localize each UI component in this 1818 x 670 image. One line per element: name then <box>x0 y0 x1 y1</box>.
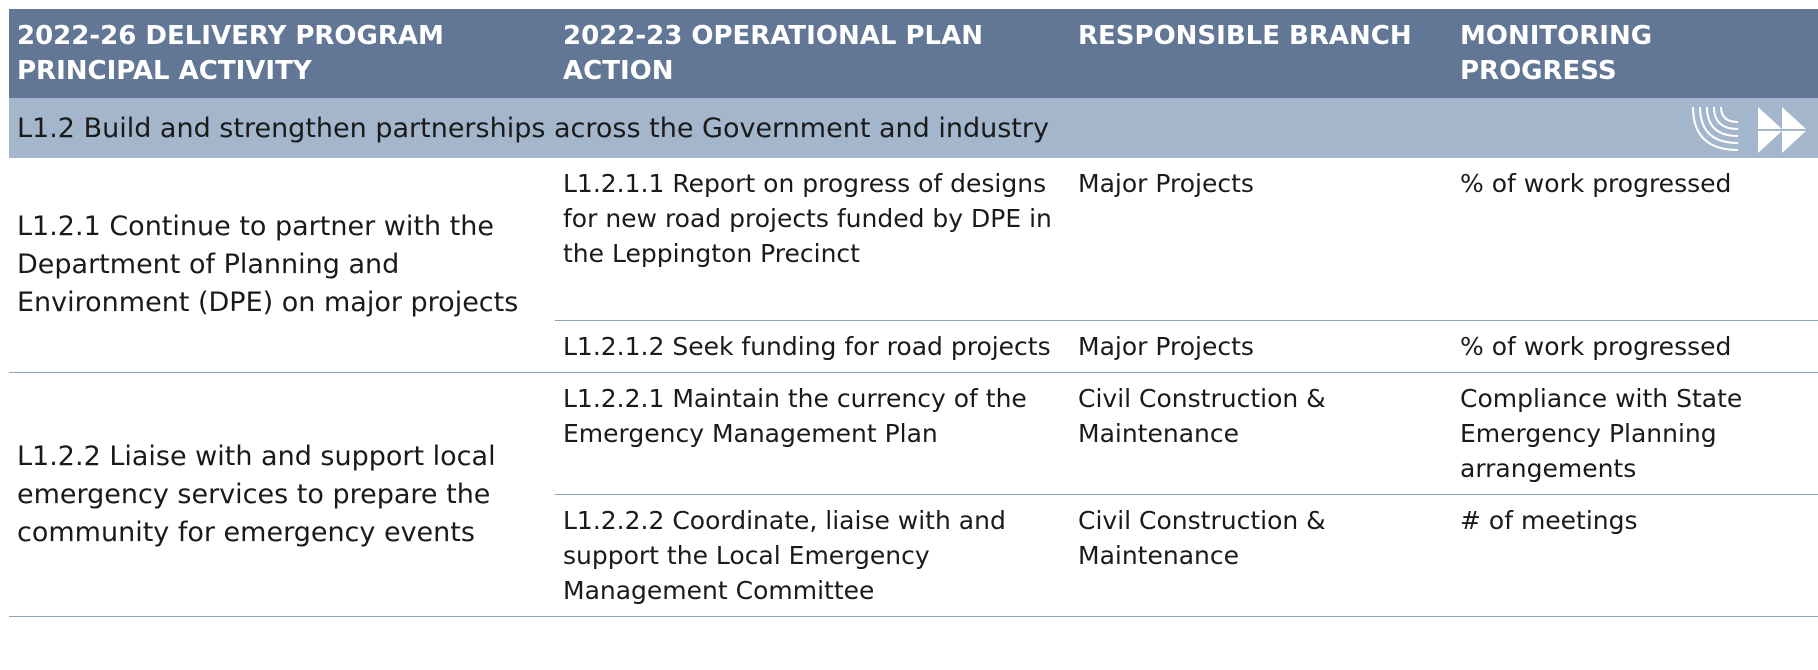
action-cell: L1.2.1.1 Report on progress of designs f… <box>555 158 1070 321</box>
principal-activity: L1.2.1 Continue to partner with the Depa… <box>9 158 555 373</box>
branch-cell: Major Projects <box>1070 158 1452 321</box>
section-icons <box>1692 106 1806 153</box>
action-row: L1.2.1.2 Seek funding for road projects M… <box>9 320 1818 373</box>
measure-cell: Compliance with State Emergency Planning… <box>1452 372 1818 495</box>
section-title: L1.2 Build and strengthen partnerships a… <box>17 112 1049 144</box>
measure-cell: % of work progressed <box>1452 320 1818 373</box>
branch-cell: Civil Construction & Maintenance <box>1070 372 1452 495</box>
measure-cell: # of meetings <box>1452 494 1818 617</box>
table-body: L1.2 Build and strengthen partnerships a… <box>9 98 1818 617</box>
column-header: 2022-26 DELIVERY PROGRAM PRINCIPAL ACTIV… <box>9 9 555 98</box>
section-cell: L1.2 Build and strengthen partnerships a… <box>9 98 1818 158</box>
principal-activity: L1.2.2 Liaise with and support local eme… <box>9 372 555 617</box>
action-row: L1.2.1 Continue to partner with the Depa… <box>9 158 1818 373</box>
column-header: RESPONSIBLE BRANCH <box>1070 9 1452 98</box>
header-row: 2022-26 DELIVERY PROGRAM PRINCIPAL ACTIV… <box>9 9 1818 98</box>
branch-cell: Major Projects <box>1070 320 1452 373</box>
column-header: MONITORING PROGRESS <box>1452 9 1818 98</box>
action-row: L1.2.2.2 Coordinate, liaise with and sup… <box>9 494 1818 617</box>
action-row: L1.2.2 Liaise with and support local eme… <box>9 372 1818 617</box>
column-header: 2022-23 OPERATIONAL PLAN ACTION <box>555 9 1070 98</box>
branch-cell: Civil Construction & Maintenance <box>1070 494 1452 617</box>
action-cell: L1.2.2.2 Coordinate, liaise with and sup… <box>555 494 1070 617</box>
measure-cell: % of work progressed <box>1452 158 1818 321</box>
action-cell: L1.2.2.1 Maintain the currency of the Em… <box>555 372 1070 495</box>
section-row: L1.2 Build and strengthen partnerships a… <box>9 98 1818 158</box>
page: 2022-26 DELIVERY PROGRAM PRINCIPAL ACTIV… <box>9 9 1818 617</box>
plan-table: 2022-26 DELIVERY PROGRAM PRINCIPAL ACTIV… <box>9 9 1818 617</box>
action-cell: L1.2.1.2 Seek funding for road projects <box>555 320 1070 373</box>
